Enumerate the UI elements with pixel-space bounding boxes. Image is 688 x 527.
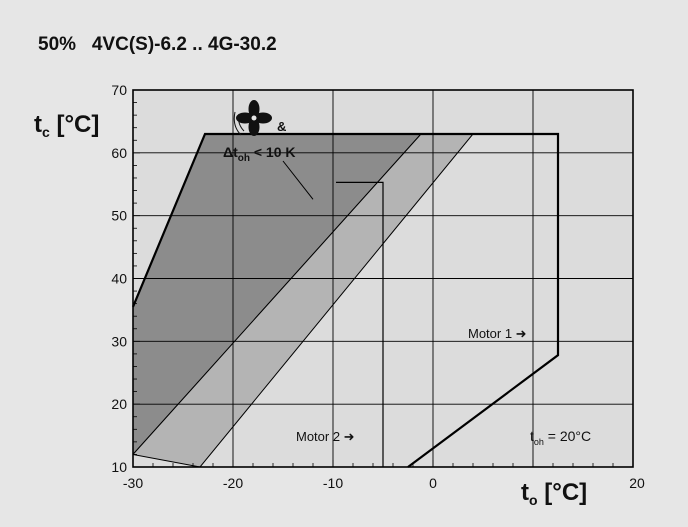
y-tick-label: 40 [111, 271, 127, 287]
y-axis-label: tc [°C] [34, 111, 99, 140]
plot-frame [132, 89, 634, 468]
motor2-label: Motor 2 ➜ [296, 429, 355, 444]
y-tick-label: 10 [111, 459, 127, 475]
x-tick-label: 20 [629, 475, 645, 491]
motor1-envelope-line [131, 132, 560, 468]
page-title: 50% 4VC(S)-6.2 .. 4G-30.2 [38, 34, 277, 55]
y-tick-label: 60 [111, 145, 127, 161]
y-tick-label: 30 [111, 333, 127, 349]
x-tick-label: -30 [123, 475, 143, 491]
y-tick-label: 50 [111, 208, 127, 224]
x-tick-labels: -30 -20 -10 0 20 [123, 475, 645, 491]
y-tick-label: 20 [111, 396, 127, 412]
delta-toh-annotation: Δtoh < 10 K [223, 144, 295, 164]
motor2-boundary-line [336, 181, 384, 467]
y-tick-labels: 10 20 30 40 50 60 70 [111, 82, 127, 475]
x-tick-label: 0 [429, 475, 437, 491]
grid-lines [133, 90, 633, 467]
toh-annotation: toh = 20°C [530, 428, 591, 447]
x-tick-label: -10 [323, 475, 343, 491]
annotation-leader-line [282, 160, 314, 200]
fan-annotation-ampersand: & [277, 119, 286, 134]
x-axis-label: to [°C] [521, 479, 587, 508]
motor1-label: Motor 1 ➜ [468, 326, 527, 341]
y-tick-label: 70 [111, 82, 127, 98]
x-tick-label: -20 [223, 475, 243, 491]
fan-icon [233, 100, 272, 136]
